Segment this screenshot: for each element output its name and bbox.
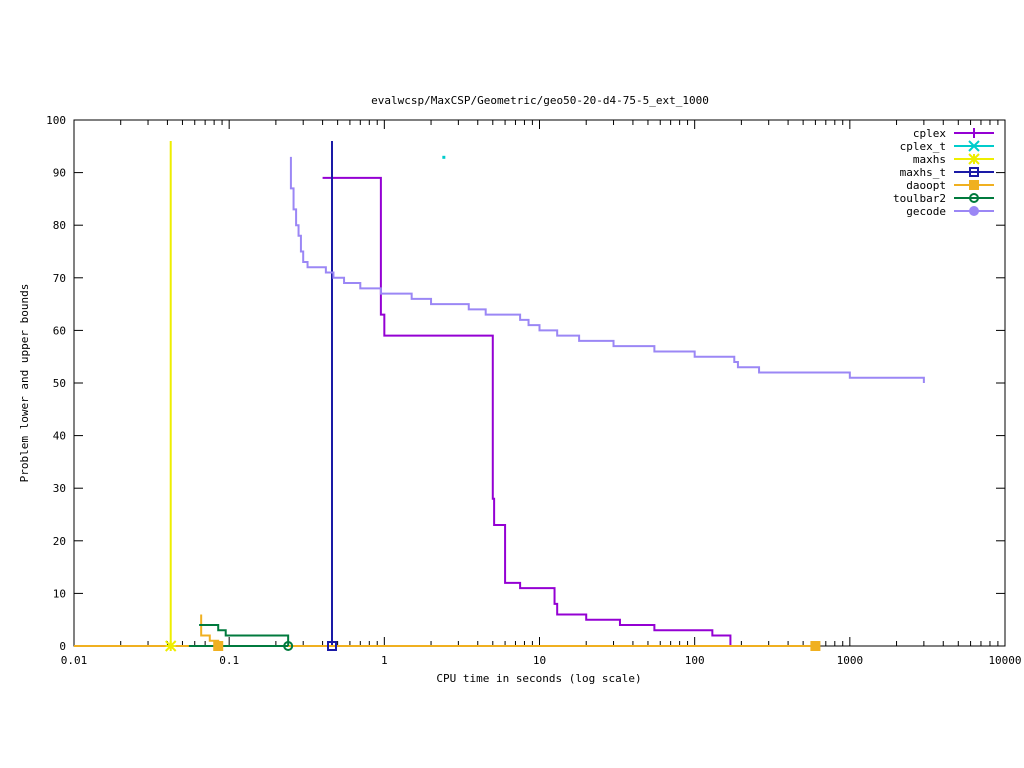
legend-label: maxhs — [913, 153, 946, 166]
marker-circle — [283, 641, 294, 651]
legend-marker — [969, 206, 979, 216]
legend-item-gecode: gecode — [906, 205, 994, 218]
marker-filled-square — [213, 641, 224, 651]
plot-area: 0.01 0.1 1 10 100 1000 10000 0 10 20 30 40 50 60 70 80 9… — [46, 114, 1021, 667]
legend-item-maxhs: maxhs — [913, 153, 994, 166]
marker-cross — [968, 140, 980, 152]
marker-filled-circle — [969, 206, 979, 216]
series-point-cplex_t — [442, 155, 446, 159]
legend-item-toulbar2: toulbar2 — [893, 192, 994, 205]
series-marker-daoopt — [213, 641, 224, 651]
y-tick-label: 90 — [53, 167, 66, 180]
y-tick-label: 70 — [53, 272, 66, 285]
legend-marker — [968, 153, 980, 165]
x-tick-label: 10000 — [988, 654, 1021, 667]
legend-label: gecode — [906, 205, 946, 218]
series-marker-daoopt — [810, 641, 821, 651]
legend-item-cplex: cplex — [913, 127, 994, 140]
legend-label: cplex_t — [900, 140, 946, 153]
legend-item-daoopt: daoopt — [906, 179, 994, 192]
series-upper-line-toulbar2 — [199, 623, 290, 646]
x-tick-label: 10 — [533, 654, 546, 667]
y-tick-label: 40 — [53, 430, 66, 443]
y-tick-label: 100 — [46, 114, 66, 127]
legend-label: maxhs_t — [900, 166, 946, 179]
series-marker-maxhs_t — [327, 641, 338, 651]
legend-marker — [969, 128, 979, 138]
marker-circle — [969, 193, 979, 203]
marker-square — [969, 167, 979, 177]
legend-label: daoopt — [906, 179, 946, 192]
y-tick-label: 50 — [53, 377, 66, 390]
y-tick-label: 80 — [53, 219, 66, 232]
marker-filled-square — [810, 641, 821, 651]
x-tick-label: 1 — [381, 654, 388, 667]
series-marker-toulbar2 — [283, 641, 294, 651]
marker-star — [165, 640, 177, 652]
y-tick-label: 60 — [53, 324, 66, 337]
x-axis-label: CPU time in seconds (log scale) — [436, 672, 641, 685]
legend: cplexcplex_tmaxhsmaxhs_tdaoopttoulbar2ge… — [893, 127, 994, 218]
chart-title: evalwcsp/MaxCSP/Geometric/geo50-20-d4-75… — [371, 94, 709, 107]
marker-plus — [969, 128, 979, 138]
x-tick-label: 100 — [685, 654, 705, 667]
series-upper-line-gecode — [289, 156, 925, 383]
x-tick-label: 0.01 — [61, 654, 88, 667]
y-axis-label: Problem lower and upper bounds — [18, 284, 31, 483]
y-tick-label: 20 — [53, 535, 66, 548]
legend-marker — [969, 167, 979, 177]
series-upper-line-cplex — [322, 176, 732, 646]
legend-marker — [969, 180, 979, 190]
legend-label: toulbar2 — [893, 192, 946, 205]
legend-marker — [969, 193, 979, 203]
legend-label: cplex — [913, 127, 946, 140]
legend-marker — [968, 140, 980, 152]
y-tick-label: 10 — [53, 587, 66, 600]
series-marker-maxhs — [165, 640, 177, 652]
y-tick-label: 30 — [53, 482, 66, 495]
legend-item-cplex_t: cplex_t — [900, 140, 994, 153]
x-tick-label: 0.1 — [219, 654, 239, 667]
marker-star — [968, 153, 980, 165]
x-tick-label: 1000 — [837, 654, 864, 667]
marker-filled-square — [969, 180, 979, 190]
marker-square — [327, 641, 338, 651]
y-tick-label: 0 — [59, 640, 66, 653]
legend-item-maxhs_t: maxhs_t — [900, 166, 994, 179]
